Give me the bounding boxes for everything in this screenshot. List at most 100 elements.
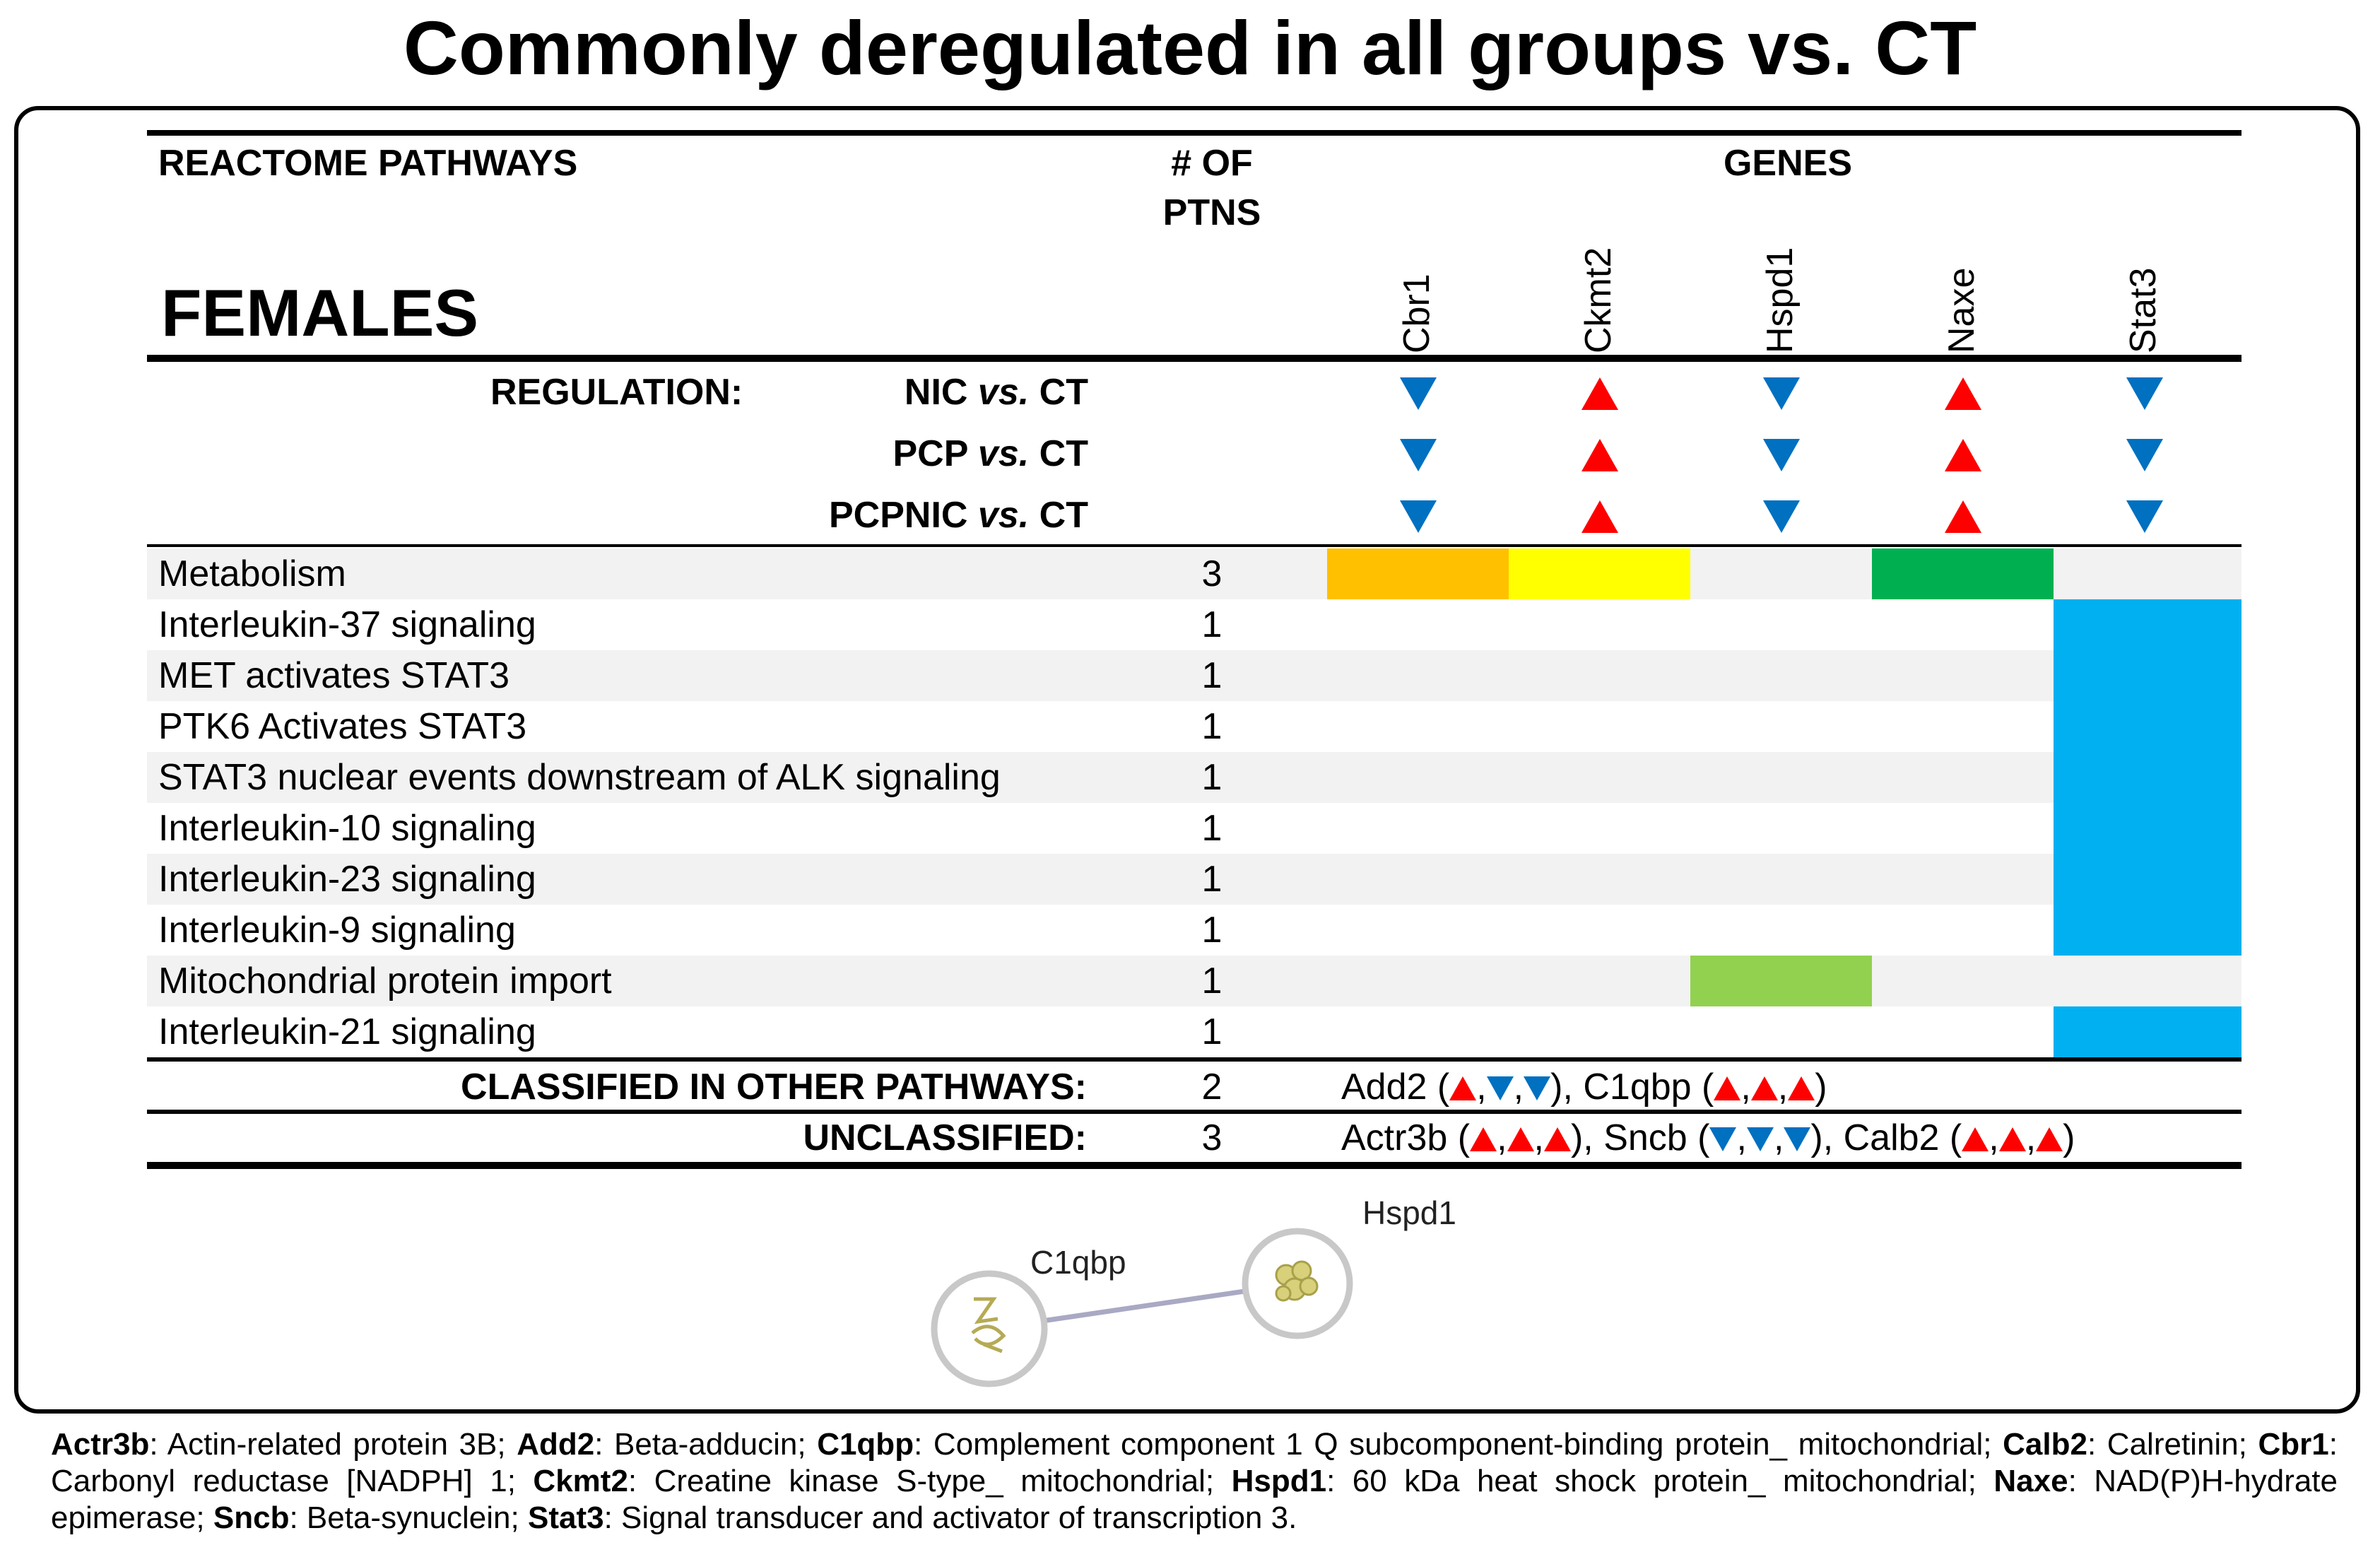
pathway-name: Interleukin-9 signaling	[158, 910, 516, 951]
header-num-line1: # OF	[1171, 143, 1253, 184]
pathway-name: MET activates STAT3	[158, 655, 510, 696]
legend-abbr: Add2	[517, 1427, 595, 1462]
down-arrow-icon	[1399, 439, 1437, 471]
gene-pathway-cell	[2054, 905, 2241, 956]
up-arrow-icon	[1470, 1127, 1497, 1151]
header-genes: GENES	[1723, 143, 1853, 184]
regulation-row-nic: NIC vs. CT	[777, 368, 1088, 417]
legend-abbr: Cbr1	[2258, 1427, 2329, 1462]
table-row	[147, 905, 2241, 956]
unclassified-label: UNCLASSIFIED:	[803, 1117, 1087, 1158]
table-row	[147, 701, 2241, 752]
gene-pathway-cell	[2054, 752, 2241, 803]
gene-pathway-cell	[2054, 854, 2241, 905]
gene-name: Calb2 (	[1843, 1117, 1962, 1158]
pathway-name: Interleukin-10 signaling	[158, 808, 536, 849]
legend-abbr: Naxe	[1993, 1464, 2068, 1498]
legend-desc: : Complement component 1 Q subcomponent-…	[914, 1427, 2003, 1462]
up-arrow-icon	[1944, 500, 1981, 533]
header-bottom-rule	[147, 355, 2241, 362]
node-label-hspd1: Hspd1	[1362, 1194, 1456, 1231]
legend-desc: : Carbonyl reductase [NADPH] 1;	[51, 1427, 2338, 1498]
pathway-count: 1	[1201, 910, 1223, 951]
legend-desc: : Beta-adducin;	[594, 1427, 818, 1462]
regulation-bottom-rule	[147, 544, 2241, 547]
node-c1qbp[interactable]	[931, 1270, 1048, 1387]
gene-label-hspd1: Hspd1	[1760, 247, 1801, 353]
down-arrow-icon	[1399, 500, 1437, 533]
legend-abbr: Ckmt2	[533, 1464, 628, 1498]
down-arrow-icon	[1762, 500, 1800, 533]
pathway-count: 1	[1201, 604, 1223, 645]
down-arrow-icon	[2126, 500, 2163, 533]
legend-abbr: Calb2	[2003, 1427, 2087, 1462]
protein-structure-icon	[971, 1297, 1006, 1353]
legend-desc: : Actin-related protein 3B;	[149, 1427, 517, 1462]
down-arrow-icon	[1784, 1127, 1811, 1151]
legend-desc: : 60 kDa heat shock protein_ mitochondri…	[1326, 1464, 1994, 1498]
abbreviation-legend: Actr3b: Actin-related protein 3B; Add2: …	[51, 1426, 2338, 1537]
legend-desc: : Signal transducer and activator of tra…	[603, 1500, 1297, 1535]
pathway-count: 1	[1201, 757, 1223, 798]
down-arrow-icon	[2126, 377, 2163, 410]
pathway-count: 1	[1201, 706, 1223, 747]
regulation-row-pcp: PCP vs. CT	[777, 429, 1088, 478]
other-top-rule	[147, 1057, 2241, 1062]
ref-name: CT	[1039, 433, 1088, 474]
up-arrow-icon	[1581, 377, 1618, 410]
down-arrow-icon	[1762, 439, 1800, 471]
figure-frame	[14, 106, 2360, 1414]
gene-pathway-cell	[1509, 548, 1690, 599]
pathway-count: 1	[1201, 859, 1223, 900]
header-num-line2: PTNS	[1162, 192, 1261, 233]
legend-desc: : Calretinin;	[2087, 1427, 2258, 1462]
other-pathways-genes: Add2 (,,), C1qbp (,,)	[1341, 1067, 1827, 1108]
up-arrow-icon	[1998, 1127, 2026, 1151]
gene-label-cbr1: Cbr1	[1396, 274, 1437, 353]
gene-name: Add2 (	[1341, 1067, 1450, 1108]
gene-pathway-cell	[2054, 1006, 2241, 1057]
legend-desc: : Beta-synuclein;	[289, 1500, 528, 1535]
gene-name: Actr3b (	[1341, 1117, 1471, 1158]
up-arrow-icon	[1449, 1076, 1477, 1100]
node-hspd1[interactable]	[1242, 1228, 1353, 1339]
group-name: PCPNIC	[828, 495, 968, 536]
up-arrow-icon	[1714, 1076, 1741, 1100]
pathway-count: 1	[1201, 808, 1223, 849]
up-arrow-icon	[1507, 1127, 1534, 1151]
legend-abbr: Actr3b	[51, 1427, 150, 1462]
other-pathways-label: CLASSIFIED IN OTHER PATHWAYS:	[461, 1067, 1087, 1108]
pathway-name: Interleukin-21 signaling	[158, 1011, 536, 1052]
legend-abbr: C1qbp	[817, 1427, 914, 1462]
gene-pathway-cell	[2054, 803, 2241, 854]
pathway-count: 1	[1201, 655, 1223, 696]
up-arrow-icon	[1581, 439, 1618, 471]
gene-pathway-cell	[2054, 650, 2241, 701]
regulation-row-pcpnic: PCPNIC vs. CT	[777, 490, 1088, 540]
pathway-name: STAT3 nuclear events downstream of ALK s…	[158, 757, 1001, 798]
group-name: PCP	[892, 433, 968, 474]
up-arrow-icon	[1543, 1127, 1571, 1151]
up-arrow-icon	[1581, 500, 1618, 533]
table-row	[147, 599, 2241, 650]
gene-name: C1qbp (	[1583, 1067, 1714, 1108]
figure-title: Commonly deregulated in all groups vs. C…	[403, 5, 1977, 90]
interaction-network	[931, 1228, 1353, 1387]
legend-abbr: Stat3	[527, 1500, 604, 1535]
down-arrow-icon	[1486, 1076, 1514, 1100]
up-arrow-icon	[2036, 1127, 2063, 1151]
top-rule	[147, 130, 2241, 136]
pathway-name: Interleukin-37 signaling	[158, 604, 536, 645]
table-row	[147, 803, 2241, 854]
gene-pathway-cell	[1872, 548, 2054, 599]
pathway-name: Interleukin-23 signaling	[158, 859, 536, 900]
gene-pathway-cell	[2054, 599, 2241, 650]
down-arrow-icon	[1399, 377, 1437, 410]
section-title: FEMALES	[161, 276, 479, 350]
down-arrow-icon	[1762, 377, 1800, 410]
vs-text: vs.	[977, 495, 1030, 536]
pathway-count: 1	[1201, 1011, 1223, 1052]
up-arrow-icon	[1788, 1076, 1815, 1100]
table-bottom-rule	[147, 1162, 2241, 1169]
pathway-name: PTK6 Activates STAT3	[158, 706, 527, 747]
